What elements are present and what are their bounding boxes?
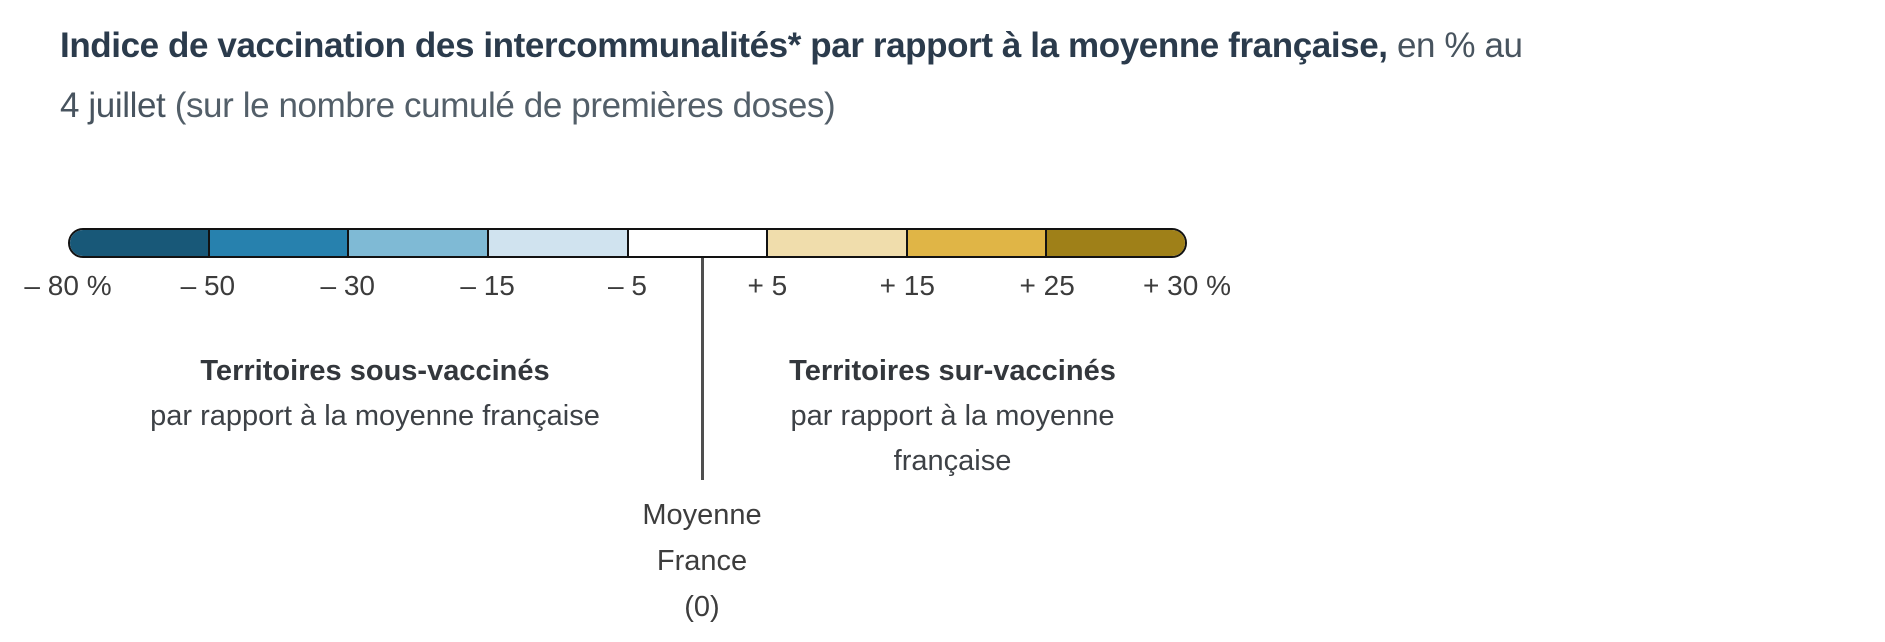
- over-vaccinated-label: Territoires sur-vaccinés par rapport à l…: [700, 349, 1205, 484]
- chart-title-note: (sur le nombre cumulé de premières doses…: [174, 86, 836, 125]
- chart-title-line2: 4 juillet (sur le nombre cumulé de premi…: [60, 76, 1523, 136]
- chart-title-unit: en % au: [1396, 26, 1523, 65]
- colorbar-segment-4: [488, 230, 629, 256]
- tick-label-minus-80: – 80 %: [24, 270, 112, 301]
- colorbar-segment-8: [1047, 230, 1185, 256]
- chart-title-bold: Indice de vaccination des intercommunali…: [60, 26, 1388, 65]
- tick-label-minus-5: – 5: [608, 270, 647, 301]
- mean-france-line3: (0): [684, 591, 720, 623]
- colorbar-segment-5: [628, 230, 769, 256]
- under-vaccinated-label: Territoires sous-vaccinés par rapport à …: [70, 349, 680, 439]
- colorbar-segment-7: [907, 230, 1048, 256]
- mean-france-line2: France: [656, 545, 748, 577]
- tick-label-minus-50: – 50: [180, 270, 236, 301]
- colorbar-segment-1: [70, 230, 210, 256]
- under-vaccinated-title: Territoires sous-vaccinés: [200, 355, 550, 387]
- chart-title-line1: Indice de vaccination des intercommunali…: [60, 16, 1523, 76]
- tick-label-plus-15: + 15: [879, 270, 935, 301]
- mean-france-label: Moyenne France (0): [552, 492, 852, 630]
- tick-label-plus-25: + 25: [1019, 270, 1075, 301]
- mean-france-line1: Moyenne: [642, 499, 762, 531]
- tick-label-minus-30: – 30: [320, 270, 376, 301]
- colorbar-ticks: – 80 % – 50 – 30 – 15 – 5 + 5 + 15 + 25 …: [24, 270, 1231, 306]
- colorbar: [68, 228, 1187, 258]
- tick-label-plus-5: + 5: [747, 270, 788, 301]
- over-vaccinated-title: Territoires sur-vaccinés: [789, 355, 1116, 387]
- zero-reference-line: [701, 258, 704, 480]
- chart-title: Indice de vaccination des intercommunali…: [60, 16, 1523, 136]
- colorbar-segment-2: [209, 230, 350, 256]
- colorbar-segment-6: [768, 230, 908, 256]
- colorbar-segment-3: [349, 230, 489, 256]
- tick-label-minus-15: – 15: [460, 270, 515, 301]
- under-vaccinated-subtitle: par rapport à la moyenne française: [150, 400, 600, 432]
- over-vaccinated-subtitle-line2: française: [893, 445, 1012, 477]
- tick-label-plus-30: + 30 %: [1143, 270, 1231, 301]
- over-vaccinated-subtitle-line1: par rapport à la moyenne: [790, 400, 1115, 432]
- chart-title-date: 4 juillet: [60, 86, 166, 125]
